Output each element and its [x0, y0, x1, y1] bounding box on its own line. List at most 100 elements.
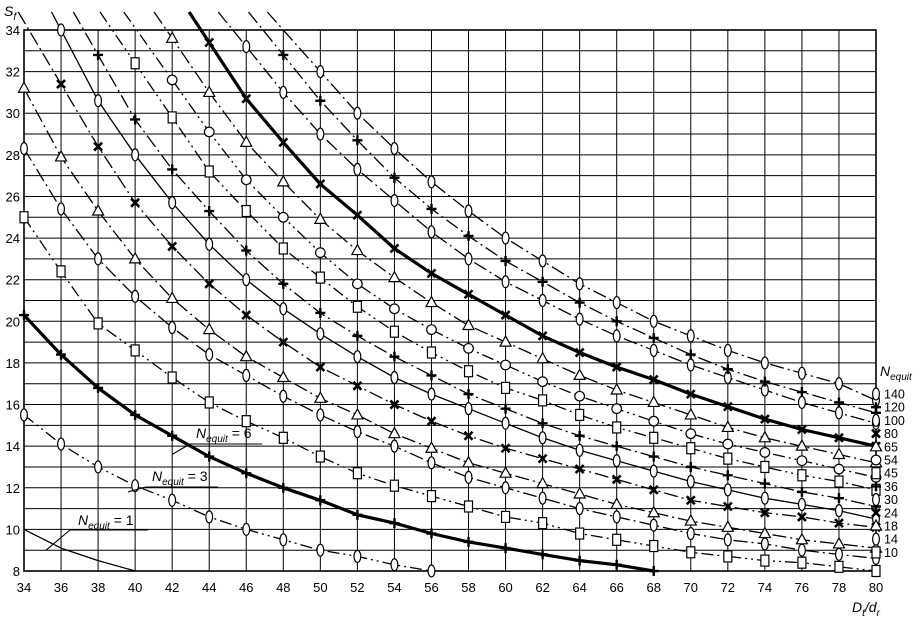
- data-point: [315, 495, 326, 506]
- series-line: [187, 11, 877, 448]
- legend-title: Nequit: [880, 363, 913, 383]
- data-point: [871, 546, 881, 559]
- curve-label-1: Nequit = 1: [45, 512, 148, 551]
- data-point: [130, 57, 140, 70]
- data-point: [500, 255, 511, 266]
- data-point: [462, 455, 476, 468]
- legend-entry-30: 30: [884, 493, 898, 507]
- data-point: [277, 211, 289, 223]
- data-point: [204, 278, 215, 289]
- data-point: [352, 509, 363, 520]
- x-tick-label: 68: [647, 580, 661, 595]
- series-45: [99, 11, 881, 496]
- data-point: [649, 464, 658, 478]
- data-point: [834, 432, 844, 443]
- legend-entry-54: 54: [884, 454, 898, 468]
- legend-title-sub: equit: [890, 372, 913, 383]
- y-tick-label: 34: [6, 23, 20, 38]
- data-point: [204, 165, 214, 178]
- data-point: [612, 510, 621, 524]
- data-point: [721, 520, 735, 532]
- data-point: [834, 475, 844, 488]
- data-point: [426, 489, 437, 503]
- data-point: [648, 415, 660, 427]
- data-point: [93, 49, 104, 60]
- data-point: [426, 346, 437, 359]
- data-point: [686, 474, 695, 489]
- data-point: [352, 210, 363, 221]
- data-point: [573, 368, 587, 381]
- data-point: [91, 203, 105, 216]
- x-tick-label: 76: [795, 580, 809, 595]
- data-point: [686, 329, 695, 343]
- data-point: [130, 197, 141, 208]
- data-point: [575, 277, 584, 291]
- data-point: [390, 194, 399, 208]
- data-point: [795, 438, 809, 451]
- data-point: [611, 316, 622, 327]
- data-point: [167, 430, 178, 441]
- curve-label-sub: equit: [206, 434, 229, 445]
- legend-entry-65: 65: [884, 440, 898, 454]
- data-point: [833, 397, 844, 408]
- curve-label-3: Nequit = 3: [127, 468, 218, 493]
- data-point: [685, 389, 696, 400]
- y-tick-label: 14: [6, 439, 20, 454]
- data-point: [131, 148, 140, 162]
- data-point: [501, 231, 510, 245]
- data-point: [19, 211, 29, 224]
- x-tick-label: 64: [572, 580, 586, 595]
- series-line: [99, 11, 877, 491]
- curve-label-text: Nequit = 6: [196, 425, 252, 445]
- x-tick-label: 40: [128, 580, 142, 595]
- data-point: [538, 293, 547, 308]
- series-line: [51, 11, 877, 520]
- x-tick-label: 48: [276, 580, 290, 595]
- y-tick-label: 24: [6, 231, 20, 246]
- data-point: [389, 399, 400, 410]
- data-point: [205, 348, 214, 362]
- data-point: [204, 37, 215, 48]
- data-point: [241, 93, 252, 104]
- data-point: [612, 421, 622, 434]
- data-point: [426, 528, 437, 539]
- leader-line: [127, 486, 147, 493]
- series-36: [72, 11, 881, 512]
- data-point: [612, 533, 622, 546]
- data-point: [352, 300, 362, 313]
- data-point: [279, 389, 288, 403]
- curve-label-prefix: N: [78, 512, 89, 528]
- data-point: [57, 202, 66, 216]
- data-point: [759, 414, 770, 425]
- tick-labels: 34 36 38 40 42 44 46 48 50 52 54 56 58 60 62 64 66 68 70 72…: [6, 23, 884, 595]
- data-point: [128, 251, 142, 264]
- series-line: [23, 148, 877, 560]
- data-point: [167, 241, 178, 252]
- data-point: [611, 474, 622, 485]
- x-axis-title-part: /d: [864, 599, 878, 615]
- data-point: [758, 526, 772, 539]
- series-54: [123, 11, 882, 483]
- series-line: [17, 11, 877, 528]
- data-point: [723, 343, 732, 358]
- data-point: [575, 527, 585, 540]
- data-point: [759, 446, 771, 458]
- legend-entry-80: 80: [884, 427, 898, 441]
- curve-label-prefix: N: [196, 425, 207, 441]
- data-point: [721, 420, 735, 433]
- data-point: [242, 522, 251, 536]
- x-tick-label: 70: [684, 580, 698, 595]
- x-tick-label: 54: [387, 580, 401, 595]
- leader-line: [171, 443, 191, 455]
- data-point: [574, 297, 585, 308]
- data-point: [165, 291, 179, 304]
- data-point: [686, 442, 696, 455]
- data-point: [204, 396, 214, 409]
- data-point: [537, 549, 548, 560]
- x-tick-label: 46: [239, 580, 253, 595]
- data-point: [424, 295, 438, 308]
- data-point: [684, 513, 698, 526]
- data-point: [574, 390, 586, 402]
